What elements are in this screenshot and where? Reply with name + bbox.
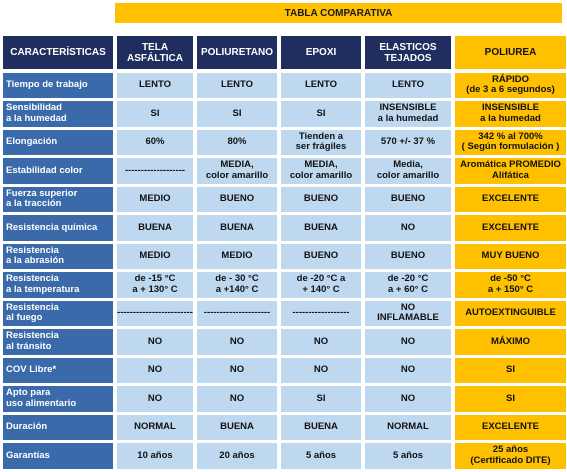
row-label: Elongación (3, 129, 113, 155)
row-label: Fuerza superior a la tracción (3, 186, 113, 212)
table-cell: NO (281, 357, 361, 383)
table-cell: EXCELENTE (455, 414, 566, 440)
table-cell: NORMAL (117, 414, 193, 440)
table-cell: BUENO (281, 186, 361, 212)
table-cell: EXCELENTE (455, 215, 566, 241)
row-label: Garantías (3, 443, 113, 469)
table-cell: Aromática PROMEDIO Alifática (455, 158, 566, 184)
table-cell: ------------------------ (117, 300, 193, 326)
row-label: Resistencia química (3, 215, 113, 241)
table-cell: BUENO (197, 186, 277, 212)
table-cell: LENTO (365, 72, 451, 98)
table-cell: NO (117, 329, 193, 355)
table-cell: MEDIO (197, 243, 277, 269)
table-cell: 25 años (Certificado DITE) (455, 443, 566, 469)
column-header: ELASTICOS TEJADOS (365, 36, 451, 69)
row-label: Resistencia al tránsito (3, 329, 113, 355)
table-cell: BUENA (197, 215, 277, 241)
table-cell: Media, color amarillo (365, 158, 451, 184)
table-cell: SI (455, 357, 566, 383)
table-cell: MEDIO (117, 243, 193, 269)
table-cell: EXCELENTE (455, 186, 566, 212)
table-cell: MEDIO (117, 186, 193, 212)
table-cell: NO (365, 386, 451, 412)
table-cell: 5 años (365, 443, 451, 469)
table-cell: BUENO (365, 186, 451, 212)
table-cell: BUENA (281, 215, 361, 241)
row-label: Resistencia a la temperatura (3, 272, 113, 298)
row-label: Estabilidad color (3, 158, 113, 184)
table-cell: ------------------- (117, 158, 193, 184)
column-header: CARACTERÍSTICAS (3, 36, 113, 69)
row-label: Sensibilidad a la humedad (3, 101, 113, 127)
row-label: Resistencia a la abrasión (3, 243, 113, 269)
table-cell: BUENO (365, 243, 451, 269)
row-label: COV Libre* (3, 357, 113, 383)
table-cell: NO (197, 357, 277, 383)
table-cell: BUENA (281, 414, 361, 440)
table-cell: BUENO (281, 243, 361, 269)
table-cell: 10 años (117, 443, 193, 469)
table-cell: de - 30 °C a +140° C (197, 272, 277, 298)
table-cell: MEDIA, color amarillo (197, 158, 277, 184)
table-cell: LENTO (197, 72, 277, 98)
column-header: POLIUREA (455, 36, 566, 69)
column-header: POLIURETANO (197, 36, 277, 69)
column-header: TELA ASFÁLTICA (117, 36, 193, 69)
table-cell: NO (365, 329, 451, 355)
table-cell: MEDIA, color amarillo (281, 158, 361, 184)
table-cell: MÁXIMO (455, 329, 566, 355)
table-cell: NO (197, 386, 277, 412)
table-cell: SI (281, 386, 361, 412)
table-cell: INSENSIBLE a la humedad (365, 101, 451, 127)
table-cell: 60% (117, 129, 193, 155)
table-cell: LENTO (281, 72, 361, 98)
table-cell: 570 +/- 37 % (365, 129, 451, 155)
table-cell: 80% (197, 129, 277, 155)
table-cell: de -20 °C a + 140° C (281, 272, 361, 298)
row-label: Tiempo de trabajo (3, 72, 113, 98)
table-cell: 5 años (281, 443, 361, 469)
table-cell: 342 % al 700% ( Según formulación ) (455, 129, 566, 155)
table-cell: MUY BUENO (455, 243, 566, 269)
row-label: Resistencia al fuego (3, 300, 113, 326)
column-header: EPOXI (281, 36, 361, 69)
table-cell: de -15 °C a + 130° C (117, 272, 193, 298)
table-cell: 20 años (197, 443, 277, 469)
table-cell: NO (197, 329, 277, 355)
table-cell: BUENA (117, 215, 193, 241)
table-cell: NO (117, 386, 193, 412)
table-cell: --------------------- (197, 300, 277, 326)
table-cell: SI (455, 386, 566, 412)
table-cell: Tienden a ser frágiles (281, 129, 361, 155)
table-cell: LENTO (117, 72, 193, 98)
table-cell: NO (365, 215, 451, 241)
table-cell: SI (281, 101, 361, 127)
table-cell: INSENSIBLE a la humedad (455, 101, 566, 127)
row-label: Duración (3, 414, 113, 440)
table-cell: SI (197, 101, 277, 127)
table-cell: NO (281, 329, 361, 355)
table-cell: NO (365, 357, 451, 383)
row-label: Apto para uso alimentario (3, 386, 113, 412)
table-title: TABLA COMPARATIVA (115, 3, 562, 23)
table-cell: RÁPIDO (de 3 a 6 segundos) (455, 72, 566, 98)
table-cell: SI (117, 101, 193, 127)
table-cell: AUTOEXTINGUIBLE (455, 300, 566, 326)
table-cell: NORMAL (365, 414, 451, 440)
table-cell: NO INFLAMABLE (365, 300, 451, 326)
table-cell: NO (117, 357, 193, 383)
table-cell: de -50 °C a + 150° C (455, 272, 566, 298)
table-cell: de -20 °C a + 60° C (365, 272, 451, 298)
table-cell: ------------------ (281, 300, 361, 326)
table-cell: BUENA (197, 414, 277, 440)
